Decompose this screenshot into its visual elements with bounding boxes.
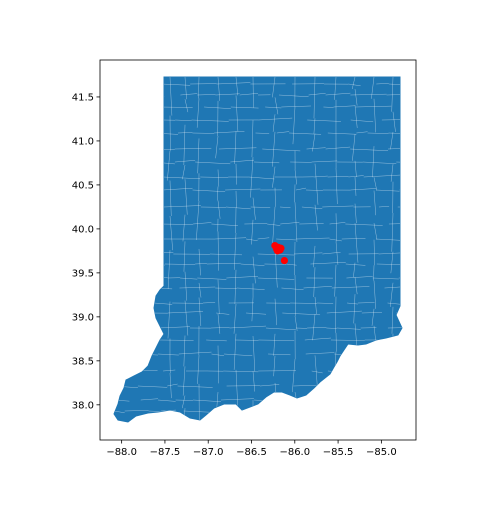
x-tick-label: −86.5 — [236, 447, 267, 458]
y-tick-label: 39.5 — [72, 268, 94, 279]
y-tick-label: 40.0 — [72, 224, 94, 235]
x-tick-label: −86.0 — [279, 447, 310, 458]
x-tick-label: −88.0 — [106, 447, 137, 458]
data-point — [274, 247, 281, 254]
x-tick-label: −87.0 — [193, 447, 224, 458]
data-point — [281, 257, 288, 264]
x-tick-label: −87.5 — [150, 447, 181, 458]
y-tick-label: 39.0 — [72, 312, 94, 323]
x-tick-label: −85.0 — [366, 447, 397, 458]
y-tick-label: 40.5 — [72, 180, 94, 191]
x-tick-label: −85.5 — [323, 447, 354, 458]
y-tick-label: 38.5 — [72, 356, 94, 367]
y-tick-label: 41.5 — [72, 92, 94, 103]
y-tick-label: 38.0 — [72, 400, 94, 411]
x-axis-ticks: −88.0 −87.5 −87.0 −86.5 −86.0 −85.5 −85.0 — [106, 440, 396, 458]
y-axis-ticks: 38.0 38.5 39.0 39.5 40.0 40.5 41.0 41.5 — [72, 92, 100, 411]
y-tick-label: 41.0 — [72, 136, 94, 147]
